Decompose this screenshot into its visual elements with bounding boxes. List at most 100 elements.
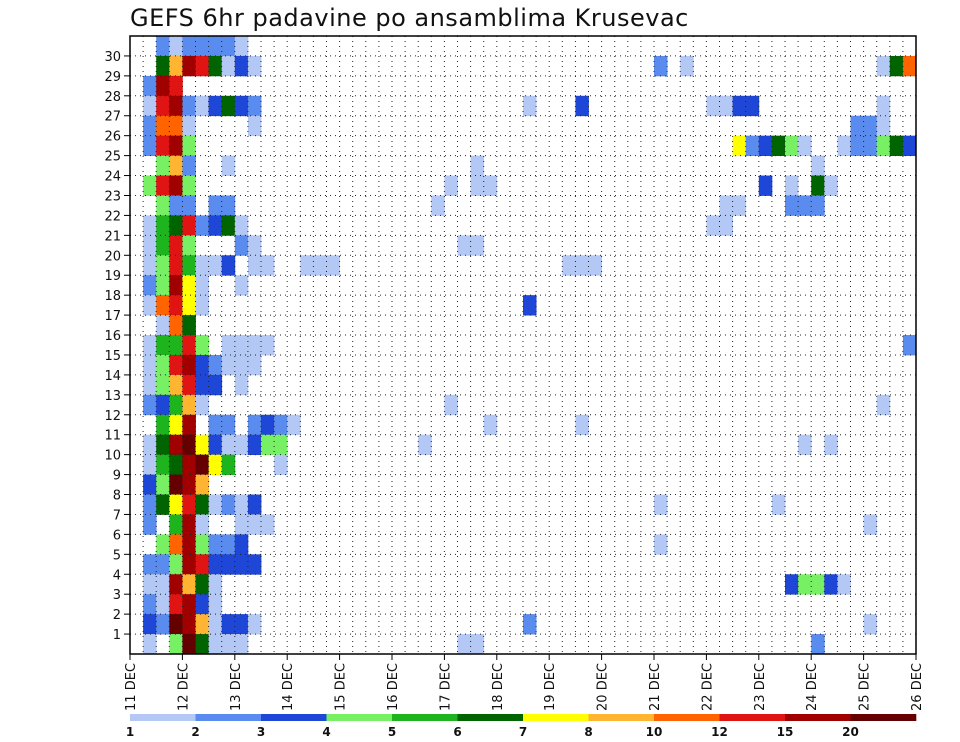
x-tick-label: 13 DEC	[229, 663, 244, 711]
heatmap-cell	[169, 494, 183, 515]
x-tick-label: 24 DEC	[805, 663, 820, 711]
heatmap-cell	[182, 554, 196, 575]
heatmap-cell	[169, 215, 183, 236]
heatmap-cell	[156, 534, 170, 555]
heatmap-cell	[169, 554, 183, 575]
heatmap-cell	[654, 494, 668, 515]
heatmap-cell	[182, 594, 196, 615]
heatmap-cell	[182, 354, 196, 376]
heatmap-cell	[889, 135, 904, 157]
heatmap-cell	[234, 335, 249, 356]
heatmap-cell	[156, 614, 170, 635]
heatmap-cell	[143, 494, 157, 515]
heatmap-cell	[208, 454, 223, 475]
heatmap-cell	[850, 115, 864, 137]
heatmap-cell	[156, 474, 170, 495]
x-tick-label: 22 DEC	[700, 663, 715, 711]
heatmap-cell	[431, 195, 445, 216]
heatmap-cell	[771, 494, 786, 515]
heatmap-cell	[876, 394, 891, 416]
heatmap-cell	[208, 195, 223, 216]
heatmap-cell	[758, 135, 773, 157]
y-tick-label: 29	[104, 70, 121, 85]
heatmap-cell	[274, 414, 288, 436]
heatmap-cell	[182, 335, 196, 356]
x-tick-label: 20 DEC	[596, 663, 611, 711]
x-tick-label: 17 DEC	[438, 663, 453, 711]
heatmap-cell	[182, 36, 196, 57]
heatmap-cell	[182, 55, 196, 77]
y-tick-label: 26	[104, 130, 121, 145]
y-tick-label: 3	[113, 588, 121, 603]
heatmap-cell	[195, 215, 209, 236]
heatmap-cell	[169, 335, 183, 356]
heatmap-cell	[234, 434, 249, 456]
heatmap-cell	[876, 115, 891, 137]
heatmap-cell	[195, 374, 209, 396]
heatmap-cell	[156, 414, 170, 436]
heatmap-cell	[221, 215, 236, 236]
heatmap-cell	[156, 75, 170, 97]
heatmap-cell	[195, 614, 209, 635]
heatmap-cell	[785, 195, 799, 216]
heatmap-cell	[811, 195, 825, 216]
heatmap-cell	[182, 95, 196, 117]
heatmap-cell	[876, 95, 891, 117]
y-tick-label: 12	[104, 409, 121, 424]
heatmap-cell	[156, 255, 170, 276]
heatmap-cell	[221, 36, 236, 57]
colorbar-segment	[195, 714, 262, 721]
heatmap-cell	[300, 255, 314, 276]
heatmap-cell	[143, 275, 157, 296]
heatmap-cell	[195, 514, 209, 535]
heatmap-cell	[208, 634, 223, 655]
heatmap-cell	[156, 195, 170, 216]
heatmap-cell	[221, 554, 236, 575]
heatmap-cell	[182, 414, 196, 436]
heatmap-cell	[680, 55, 694, 77]
y-tick-label: 17	[104, 309, 121, 324]
heatmap-cell	[156, 554, 170, 575]
heatmap-cell	[156, 135, 170, 157]
heatmap-cell	[654, 534, 668, 555]
heatmap-cell	[169, 195, 183, 216]
heatmap-cell	[143, 434, 157, 456]
heatmap-cell	[247, 55, 262, 77]
heatmap-cell	[156, 115, 170, 137]
heatmap-cell	[457, 235, 471, 256]
x-tick-label: 21 DEC	[648, 663, 663, 711]
heatmap-cell	[169, 55, 183, 77]
y-tick-label: 5	[113, 548, 121, 563]
heatmap-cell	[771, 135, 786, 157]
x-tick-label: 23 DEC	[753, 663, 768, 711]
colorbar-segment	[588, 714, 655, 721]
heatmap-cell	[169, 135, 183, 157]
heatmap-cell	[247, 235, 262, 256]
heatmap-cell	[811, 175, 825, 196]
x-tick-label: 25 DEC	[858, 663, 873, 711]
y-tick-label: 27	[104, 110, 121, 125]
heatmap-cell	[444, 175, 458, 196]
y-tick-label: 7	[113, 508, 121, 523]
colorbar-segment	[523, 714, 589, 721]
heatmap-cell	[221, 454, 236, 475]
heatmap-cell	[523, 95, 537, 117]
heatmap-cell	[470, 175, 485, 196]
heatmap-cell	[156, 175, 170, 196]
heatmap-cell	[902, 55, 917, 77]
heatmap-cell	[169, 95, 183, 117]
heatmap-cell	[156, 95, 170, 117]
heatmap-cell	[221, 434, 236, 456]
heatmap-cell	[247, 95, 262, 117]
heatmap-cell	[143, 175, 157, 196]
heatmap-cell	[208, 434, 223, 456]
y-tick-label: 15	[104, 349, 121, 364]
heatmap-cell	[732, 135, 747, 157]
heatmap-cell	[798, 135, 812, 157]
heatmap-cell	[195, 36, 209, 57]
heatmap-cell	[156, 374, 170, 396]
heatmap-cell	[182, 155, 196, 176]
y-tick-label: 19	[104, 269, 121, 284]
heatmap-cell	[143, 115, 157, 137]
heatmap-cell	[169, 235, 183, 256]
